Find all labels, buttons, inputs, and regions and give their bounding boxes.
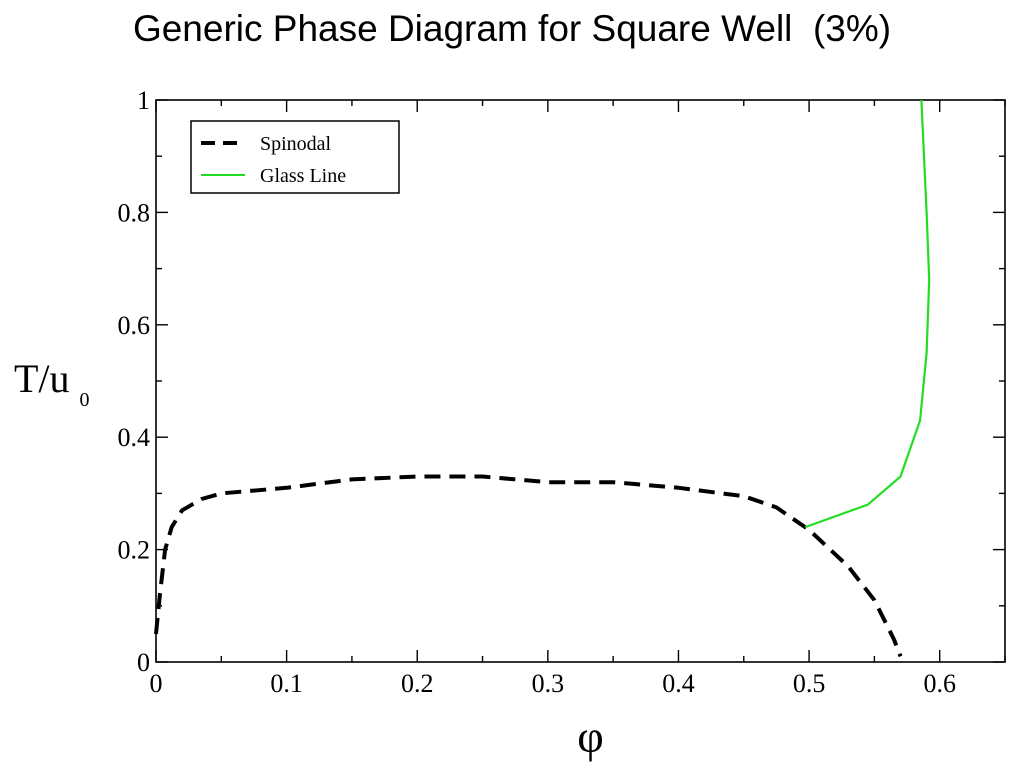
x-tick-label: 0.3: [532, 669, 565, 698]
y-tick-label: 0.6: [118, 311, 151, 340]
y-axis-title-subscript: 0: [80, 389, 90, 411]
x-tick-label: 0: [150, 669, 163, 698]
legend-box: [190, 120, 400, 194]
legend: Spinodal Glass Line: [190, 120, 400, 194]
axes-layer: 0 0.1 0.2 0.3 0.4 0.5 0.6 0 0.2 0.4 0.6 0.8 1: [118, 86, 1006, 698]
x-tick-label: 0.5: [793, 669, 826, 698]
series-layer: [154, 99, 931, 658]
slide-title: Generic Phase Diagram for Square Well (3…: [132, 8, 892, 49]
axis-titles: φ T/u 0: [14, 356, 604, 762]
y-axis-title: T/u 0: [14, 356, 90, 411]
y-tick-label: 1: [137, 86, 150, 115]
legend-label: Glass Line: [260, 165, 346, 187]
spinodal-line: [154, 474, 903, 658]
glass-line: [804, 99, 931, 529]
legend-label: Spinodal: [260, 133, 332, 155]
y-tick-label: 0.2: [118, 536, 151, 565]
y-tick-label: 0.8: [118, 198, 151, 227]
x-tick-label: 0.1: [270, 669, 303, 698]
y-tick-label: 0.4: [118, 423, 151, 452]
x-tick-label: 0.2: [401, 669, 434, 698]
y-axis-title-main: T/u: [14, 356, 70, 401]
y-tick-label: 0: [137, 648, 150, 677]
x-tick-label: 0.4: [662, 669, 695, 698]
x-axis-title: φ: [577, 711, 604, 762]
x-tick-label: 0.6: [923, 669, 956, 698]
